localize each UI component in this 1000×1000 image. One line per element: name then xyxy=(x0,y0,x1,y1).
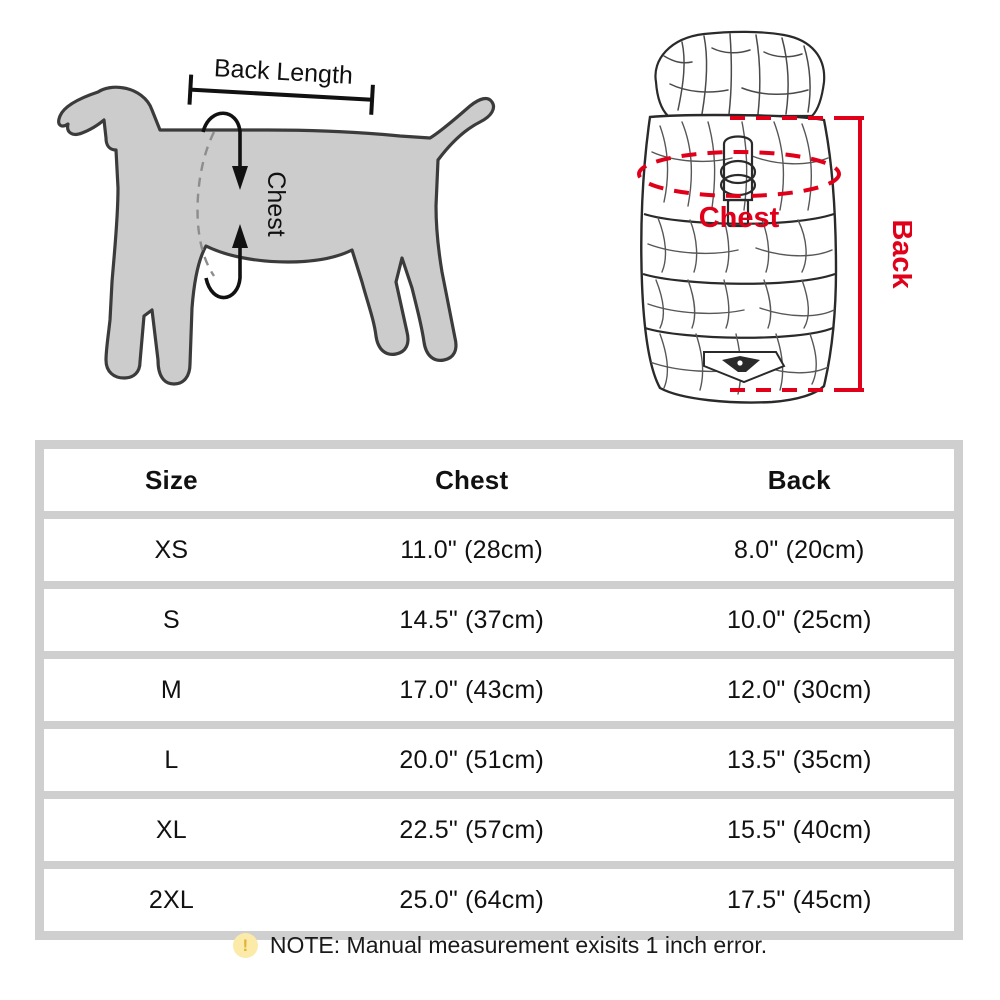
cell-chest: 17.0" (43cm) xyxy=(399,675,545,704)
cell-chest: 20.0" (51cm) xyxy=(399,745,545,774)
chest-girth-dashed-line xyxy=(196,131,216,277)
back-length-measure xyxy=(187,74,375,115)
column-header-back: Back xyxy=(767,465,831,495)
cell-back: 15.5" (40cm) xyxy=(726,815,872,844)
table-row: M 17.0" (43cm) 12.0" (30cm) xyxy=(44,659,954,721)
coat-chest-measure xyxy=(637,150,841,198)
chest-label: Chest xyxy=(262,171,290,236)
table-row: L 20.0" (51cm) 13.5" (35cm) xyxy=(44,729,954,791)
table-row: XS 11.0" (28cm) 8.0" (20cm) xyxy=(44,519,954,581)
chest-measure-arrow xyxy=(201,111,248,300)
cell-size: 2XL xyxy=(148,885,194,914)
coat-body xyxy=(640,113,838,404)
cell-chest: 22.5" (57cm) xyxy=(399,815,545,844)
cell-size: M xyxy=(160,675,182,704)
back-length-label: Back Length xyxy=(213,54,353,90)
cell-size: XL xyxy=(155,815,187,844)
coat-back-measure xyxy=(730,116,864,392)
harness-d-ring xyxy=(719,135,757,228)
cell-size: S xyxy=(162,605,180,634)
dog-measurement-diagram: Back Length Chest xyxy=(40,20,510,410)
table-row: 2XL 25.0" (64cm) 17.5" (45cm) xyxy=(44,869,954,931)
coat-measurement-diagram: Chest Back xyxy=(612,22,912,412)
cell-back: 17.5" (45cm) xyxy=(726,885,872,914)
size-chart-table: Size Chest Back XS 11.0" (28cm) 8.0" (20… xyxy=(35,440,963,940)
cell-back: 8.0" (20cm) xyxy=(734,535,865,564)
cell-chest: 25.0" (64cm) xyxy=(399,885,545,914)
coat-collar xyxy=(654,30,826,118)
coat-chest-label: Chest xyxy=(699,202,780,234)
column-header-size: Size xyxy=(144,465,198,495)
cell-back: 13.5" (35cm) xyxy=(726,745,872,774)
illustration-band: Back Length Chest xyxy=(0,0,1000,425)
note-text: NOTE: Manual measurement exisits 1 inch … xyxy=(269,932,768,958)
cell-back: 12.0" (30cm) xyxy=(726,675,872,704)
table-row: S 14.5" (37cm) 10.0" (25cm) xyxy=(44,589,954,651)
column-header-chest: Chest xyxy=(435,465,509,495)
dog-body-shape xyxy=(57,85,496,386)
cell-size: XS xyxy=(154,535,189,564)
table-row: XL 22.5" (57cm) 15.5" (40cm) xyxy=(44,799,954,861)
cell-chest: 11.0" (28cm) xyxy=(400,535,544,564)
table-header-row: Size Chest Back xyxy=(44,449,954,511)
measurement-note: ! NOTE: Manual measurement exisits 1 inc… xyxy=(0,932,1000,959)
exclamation-icon: ! xyxy=(232,933,258,958)
coat-back-label: Back xyxy=(886,219,912,289)
cell-chest: 14.5" (37cm) xyxy=(399,605,545,634)
cell-size: L xyxy=(164,745,179,774)
cell-back: 10.0" (25cm) xyxy=(726,605,872,634)
coat-emblem-patch xyxy=(703,351,786,384)
